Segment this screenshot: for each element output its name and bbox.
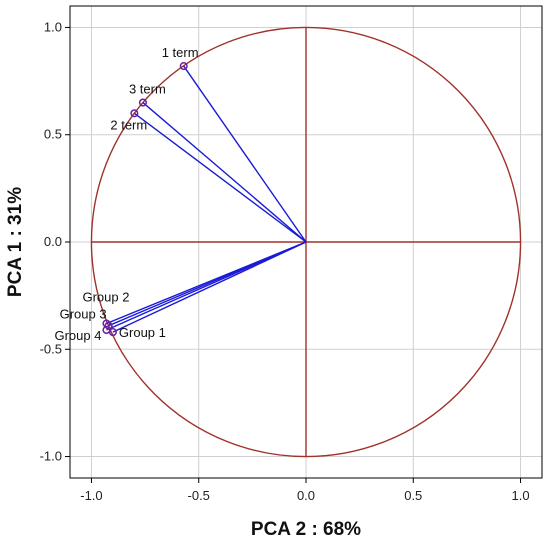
point-marker: [104, 321, 113, 330]
x-tick-label: -1.0: [80, 488, 102, 503]
vector-line: [133, 112, 307, 243]
point-marker: [130, 109, 139, 118]
point-label: 1 term: [162, 45, 199, 60]
point-label: Group 2: [82, 290, 129, 305]
point-marker: [108, 328, 117, 337]
y-tick-label: 0.5: [44, 127, 62, 142]
y-tick-label: 1.0: [44, 19, 62, 34]
point-label: 3 term: [129, 82, 166, 97]
point-marker: [138, 98, 147, 107]
marker-layer: 1 term 3 term 2 term Group 2 Group 3 Group 4 G…: [54, 45, 198, 343]
vector-line: [183, 65, 307, 243]
x-tick-label: -0.5: [188, 488, 210, 503]
x-axis-title: PCA 2 : 68%: [251, 519, 361, 540]
vector-line: [142, 102, 307, 243]
point-label: Group 1: [119, 325, 166, 340]
x-tick-label: 0.5: [404, 488, 422, 503]
x-tick-label: 1.0: [512, 488, 530, 503]
vector-layer: [106, 65, 307, 333]
tick-layer: -1.0 -0.5 0.0 0.5 1.0 -1.0 -0.5 0.0 0.5 1.0: [40, 19, 530, 503]
point-label: Group 3: [60, 307, 107, 322]
plot-frame: [69, 5, 543, 479]
y-axis-title: PCA 1 : 31%: [5, 187, 26, 297]
x-tick-label: 0.0: [297, 488, 315, 503]
y-tick-label: -0.5: [40, 341, 62, 356]
vector-line: [106, 241, 307, 331]
vector-line: [112, 241, 307, 333]
y-tick-label: -1.0: [40, 449, 62, 464]
point-marker: [179, 62, 188, 71]
y-tick-label: 0.0: [44, 234, 62, 249]
point-label: 2 term: [110, 117, 147, 132]
point-label: Group 4: [54, 328, 101, 343]
